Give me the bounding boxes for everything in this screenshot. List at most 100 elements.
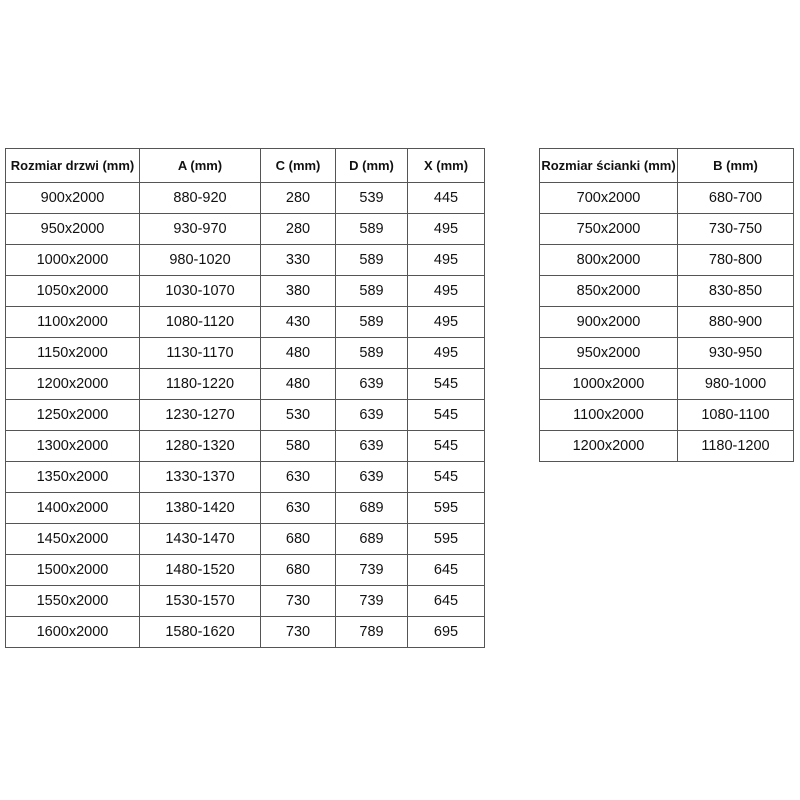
table-cell: 730 (260, 616, 336, 648)
table-row: 1050x2000 1030-1070 380 589 495 (5, 275, 485, 307)
table-cell: 680 (260, 554, 336, 586)
table-cell: 1150x2000 (5, 337, 140, 369)
table-cell: 595 (407, 523, 485, 555)
table-cell: 589 (335, 275, 408, 307)
column-header: B (mm) (677, 148, 794, 183)
table-cell: 1230-1270 (139, 399, 261, 431)
table-cell: 1580-1620 (139, 616, 261, 648)
table-row: 1150x2000 1130-1170 480 589 495 (5, 337, 485, 369)
table-row: 1000x2000 980-1000 (539, 368, 794, 400)
table-row: 1300x2000 1280-1320 580 639 545 (5, 430, 485, 462)
table-cell: 1130-1170 (139, 337, 261, 369)
table-cell: 930-950 (677, 337, 794, 369)
table-row: 1250x2000 1230-1270 530 639 545 (5, 399, 485, 431)
table-cell: 950x2000 (5, 213, 140, 245)
table-cell: 495 (407, 337, 485, 369)
table-cell: 630 (260, 461, 336, 493)
table-row: 1600x2000 1580-1620 730 789 695 (5, 616, 485, 648)
table-cell: 545 (407, 461, 485, 493)
table-cell: 789 (335, 616, 408, 648)
table-cell: 1200x2000 (5, 368, 140, 400)
table-cell: 589 (335, 337, 408, 369)
table-row: 1550x2000 1530-1570 730 739 645 (5, 585, 485, 617)
column-header: C (mm) (260, 148, 336, 183)
table-cell: 739 (335, 554, 408, 586)
table-row: 850x2000 830-850 (539, 275, 794, 307)
table-cell: 1380-1420 (139, 492, 261, 524)
table-cell: 700x2000 (539, 182, 678, 214)
table-cell: 1280-1320 (139, 430, 261, 462)
table-cell: 380 (260, 275, 336, 307)
table-row: 1100x2000 1080-1100 (539, 399, 794, 431)
table-cell: 830-850 (677, 275, 794, 307)
table-cell: 495 (407, 306, 485, 338)
header-row: Rozmiar drzwi (mm) A (mm) C (mm) D (mm) X (m… (5, 148, 485, 183)
table-cell: 580 (260, 430, 336, 462)
table-cell: 930-970 (139, 213, 261, 245)
table-row: 800x2000 780-800 (539, 244, 794, 276)
table-cell: 880-920 (139, 182, 261, 214)
table-cell: 1450x2000 (5, 523, 140, 555)
table-cell: 695 (407, 616, 485, 648)
column-header: X (mm) (407, 148, 485, 183)
table-cell: 1550x2000 (5, 585, 140, 617)
table-cell: 480 (260, 337, 336, 369)
table-row: 1200x2000 1180-1220 480 639 545 (5, 368, 485, 400)
table-row: 900x2000 880-920 280 539 445 (5, 182, 485, 214)
table-cell: 645 (407, 554, 485, 586)
table-cell: 539 (335, 182, 408, 214)
table-row: 1100x2000 1080-1120 430 589 495 (5, 306, 485, 338)
table-cell: 480 (260, 368, 336, 400)
column-header: Rozmiar ścianki (mm) (539, 148, 678, 183)
table-cell: 689 (335, 492, 408, 524)
table-cell: 1250x2000 (5, 399, 140, 431)
table-cell: 495 (407, 213, 485, 245)
table-cell: 530 (260, 399, 336, 431)
table-cell: 1180-1220 (139, 368, 261, 400)
table-cell: 1030-1070 (139, 275, 261, 307)
column-header: A (mm) (139, 148, 261, 183)
table-cell: 280 (260, 213, 336, 245)
table-cell: 680-700 (677, 182, 794, 214)
table-cell: 900x2000 (539, 306, 678, 338)
column-header: D (mm) (335, 148, 408, 183)
table-cell: 689 (335, 523, 408, 555)
table-row: 1350x2000 1330-1370 630 639 545 (5, 461, 485, 493)
table-row: 900x2000 880-900 (539, 306, 794, 338)
table-row: 950x2000 930-950 (539, 337, 794, 369)
door-dimensions-table: Rozmiar drzwi (mm) A (mm) C (mm) D (mm) X (m… (5, 148, 485, 648)
table-cell: 589 (335, 244, 408, 276)
table-cell: 1000x2000 (5, 244, 140, 276)
header-row: Rozmiar ścianki (mm) B (mm) (539, 148, 794, 183)
table-cell: 545 (407, 430, 485, 462)
table-row: 1400x2000 1380-1420 630 689 595 (5, 492, 485, 524)
table-cell: 639 (335, 368, 408, 400)
table-cell: 545 (407, 368, 485, 400)
table-cell: 1050x2000 (5, 275, 140, 307)
table-cell: 730 (260, 585, 336, 617)
table-row: 700x2000 680-700 (539, 182, 794, 214)
table-row: 1500x2000 1480-1520 680 739 645 (5, 554, 485, 586)
table-cell: 1480-1520 (139, 554, 261, 586)
table-cell: 1080-1100 (677, 399, 794, 431)
table-row: 1200x2000 1180-1200 (539, 430, 794, 462)
table-cell: 1400x2000 (5, 492, 140, 524)
table-cell: 430 (260, 306, 336, 338)
table-cell: 589 (335, 306, 408, 338)
table-cell: 750x2000 (539, 213, 678, 245)
table-row: 1000x2000 980-1020 330 589 495 (5, 244, 485, 276)
wall-panel-dimensions-table: Rozmiar ścianki (mm) B (mm) 700x2000 680-70… (539, 148, 794, 462)
table-cell: 1080-1120 (139, 306, 261, 338)
table-row: 750x2000 730-750 (539, 213, 794, 245)
table-cell: 1350x2000 (5, 461, 140, 493)
table-cell: 880-900 (677, 306, 794, 338)
table-cell: 495 (407, 275, 485, 307)
table-cell: 1430-1470 (139, 523, 261, 555)
table-cell: 850x2000 (539, 275, 678, 307)
table-cell: 495 (407, 244, 485, 276)
table-cell: 545 (407, 399, 485, 431)
table-cell: 780-800 (677, 244, 794, 276)
table-cell: 1500x2000 (5, 554, 140, 586)
table-cell: 1100x2000 (539, 399, 678, 431)
